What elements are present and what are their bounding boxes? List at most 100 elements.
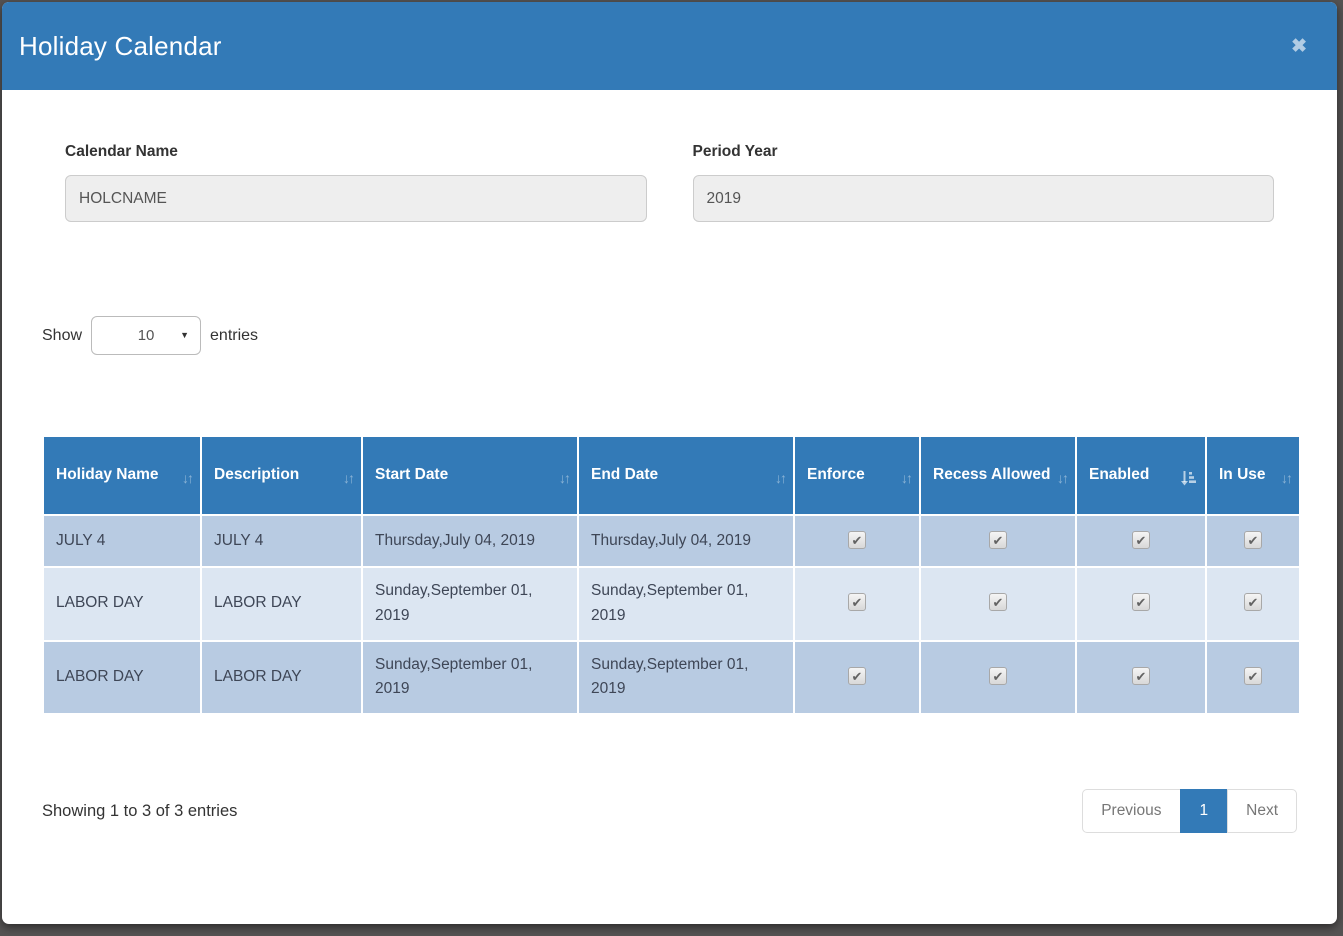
- period-year-label: Period Year: [692, 143, 778, 160]
- column-header-enforce[interactable]: Enforce ↓↑: [795, 437, 919, 514]
- checkmark-icon: ✔: [1135, 595, 1147, 611]
- table-header-row: Holiday Name ↓↑ Description ↓↑ Start Date ↓↑ E…: [44, 437, 1299, 514]
- holiday-calendar-modal: Holiday Calendar ✖ Calendar Name Period …: [2, 2, 1337, 924]
- form-row: Calendar Name Period Year: [65, 143, 1274, 222]
- recess-allowed-checkbox-cell: ✔: [921, 568, 1075, 640]
- calendar-name-label: Calendar Name: [65, 143, 178, 160]
- showing-entries-text: Showing 1 to 3 of 3 entries: [42, 801, 238, 820]
- end-date-cell: Sunday,September 01, 2019: [579, 641, 793, 714]
- checkmark-icon: ✔: [851, 668, 863, 684]
- calendar-name-group: Calendar Name: [65, 143, 647, 222]
- chevron-down-icon: ▼: [180, 330, 190, 340]
- table-footer: Showing 1 to 3 of 3 entries Previous 1 N…: [42, 789, 1297, 834]
- column-header-recess-allowed[interactable]: Recess Allowed ↓↑: [921, 437, 1075, 514]
- checkmark-icon: ✔: [1135, 532, 1147, 548]
- description-cell: JULY 4: [202, 516, 361, 566]
- enabled-checkbox-cell: ✔: [1077, 641, 1205, 714]
- show-label: Show: [42, 326, 83, 344]
- page-size-value: 10: [137, 327, 155, 344]
- period-year-group: Period Year: [692, 143, 1274, 222]
- calendar-name-field[interactable]: [65, 175, 647, 222]
- show-entries-control: Show 10 ▼ entries: [42, 316, 1297, 355]
- end-date-cell: Sunday,September 01, 2019: [579, 568, 793, 640]
- holiday-table: Holiday Name ↓↑ Description ↓↑ Start Date ↓↑ E…: [42, 435, 1301, 715]
- checkmark-icon: ✔: [1247, 595, 1259, 611]
- next-page-button[interactable]: Next: [1227, 789, 1297, 834]
- pagination: Previous 1 Next: [1082, 789, 1297, 834]
- recess-allowed-checkbox[interactable]: ✔: [989, 593, 1007, 612]
- end-date-cell: Thursday,July 04, 2019: [579, 516, 793, 566]
- checkmark-icon: ✔: [1247, 668, 1259, 684]
- description-cell: LABOR DAY: [202, 568, 361, 640]
- checkmark-icon: ✔: [851, 532, 863, 548]
- checkmark-icon: ✔: [992, 595, 1004, 611]
- previous-page-button[interactable]: Previous: [1082, 789, 1181, 834]
- page-size-select[interactable]: 10 ▼: [91, 316, 202, 355]
- sort-both-icon: ↓↑: [343, 469, 355, 486]
- recess-allowed-checkbox-cell: ✔: [921, 516, 1075, 566]
- sort-both-icon: ↓↑: [901, 469, 913, 486]
- column-label: End Date: [591, 466, 659, 484]
- column-header-description[interactable]: Description ↓↑: [202, 437, 361, 514]
- in-use-checkbox[interactable]: ✔: [1244, 666, 1262, 685]
- column-header-end-date[interactable]: End Date ↓↑: [579, 437, 793, 514]
- table-row: LABOR DAY LABOR DAY Sunday,September 01, 2…: [44, 568, 1299, 640]
- entries-label: entries: [210, 326, 259, 344]
- table-row: JULY 4 JULY 4 Thursday,July 04, 2019 Thursd…: [44, 516, 1299, 566]
- enabled-checkbox-cell: ✔: [1077, 568, 1205, 640]
- enabled-checkbox[interactable]: ✔: [1132, 530, 1150, 549]
- holiday-name-cell: JULY 4: [44, 516, 200, 566]
- sort-amount-asc-icon: [1181, 470, 1197, 488]
- current-page-button[interactable]: 1: [1179, 789, 1229, 834]
- enabled-checkbox[interactable]: ✔: [1132, 666, 1150, 685]
- column-header-holiday-name[interactable]: Holiday Name ↓↑: [44, 437, 200, 514]
- recess-allowed-checkbox[interactable]: ✔: [989, 530, 1007, 549]
- enforce-checkbox-cell: ✔: [795, 568, 919, 640]
- column-label: Start Date: [375, 466, 449, 484]
- column-header-enabled[interactable]: Enabled: [1077, 437, 1205, 514]
- sort-both-icon: ↓↑: [559, 469, 571, 486]
- table-body: JULY 4 JULY 4 Thursday,July 04, 2019 Thursd…: [44, 516, 1299, 714]
- checkmark-icon: ✔: [1135, 668, 1147, 684]
- in-use-checkbox-cell: ✔: [1207, 568, 1299, 640]
- column-label: Recess Allowed: [933, 466, 1051, 484]
- start-date-cell: Thursday,July 04, 2019: [363, 516, 577, 566]
- enforce-checkbox[interactable]: ✔: [848, 530, 866, 549]
- column-header-in-use[interactable]: In Use ↓↑: [1207, 437, 1299, 514]
- sort-both-icon: ↓↑: [182, 469, 194, 486]
- start-date-cell: Sunday,September 01, 2019: [363, 568, 577, 640]
- enabled-checkbox[interactable]: ✔: [1132, 593, 1150, 612]
- close-icon[interactable]: ✖: [1287, 33, 1311, 60]
- sort-both-icon: ↓↑: [1057, 469, 1069, 486]
- recess-allowed-checkbox[interactable]: ✔: [989, 666, 1007, 685]
- modal-header: Holiday Calendar ✖: [2, 2, 1337, 90]
- description-cell: LABOR DAY: [202, 641, 361, 714]
- recess-allowed-checkbox-cell: ✔: [921, 641, 1075, 714]
- checkmark-icon: ✔: [992, 668, 1004, 684]
- enabled-checkbox-cell: ✔: [1077, 516, 1205, 566]
- column-header-start-date[interactable]: Start Date ↓↑: [363, 437, 577, 514]
- checkmark-icon: ✔: [992, 532, 1004, 548]
- enforce-checkbox-cell: ✔: [795, 516, 919, 566]
- in-use-checkbox[interactable]: ✔: [1244, 530, 1262, 549]
- sort-both-icon: ↓↑: [1281, 469, 1293, 486]
- table-row: LABOR DAY LABOR DAY Sunday,September 01, 2…: [44, 641, 1299, 714]
- start-date-cell: Sunday,September 01, 2019: [363, 641, 577, 714]
- column-label: Description: [214, 466, 300, 484]
- checkmark-icon: ✔: [1247, 532, 1259, 548]
- holiday-name-cell: LABOR DAY: [44, 641, 200, 714]
- enforce-checkbox[interactable]: ✔: [848, 593, 866, 612]
- in-use-checkbox[interactable]: ✔: [1244, 593, 1262, 612]
- in-use-checkbox-cell: ✔: [1207, 641, 1299, 714]
- in-use-checkbox-cell: ✔: [1207, 516, 1299, 566]
- period-year-field[interactable]: [692, 175, 1274, 222]
- checkmark-icon: ✔: [851, 595, 863, 611]
- modal-body: Calendar Name Period Year Show 10 ▼ entr…: [2, 143, 1337, 834]
- enforce-checkbox-cell: ✔: [795, 641, 919, 714]
- holiday-name-cell: LABOR DAY: [44, 568, 200, 640]
- column-label: Holiday Name: [56, 466, 159, 484]
- column-label: Enforce: [807, 466, 865, 484]
- column-label: Enabled: [1089, 466, 1150, 484]
- enforce-checkbox[interactable]: ✔: [848, 666, 866, 685]
- sort-both-icon: ↓↑: [775, 469, 787, 486]
